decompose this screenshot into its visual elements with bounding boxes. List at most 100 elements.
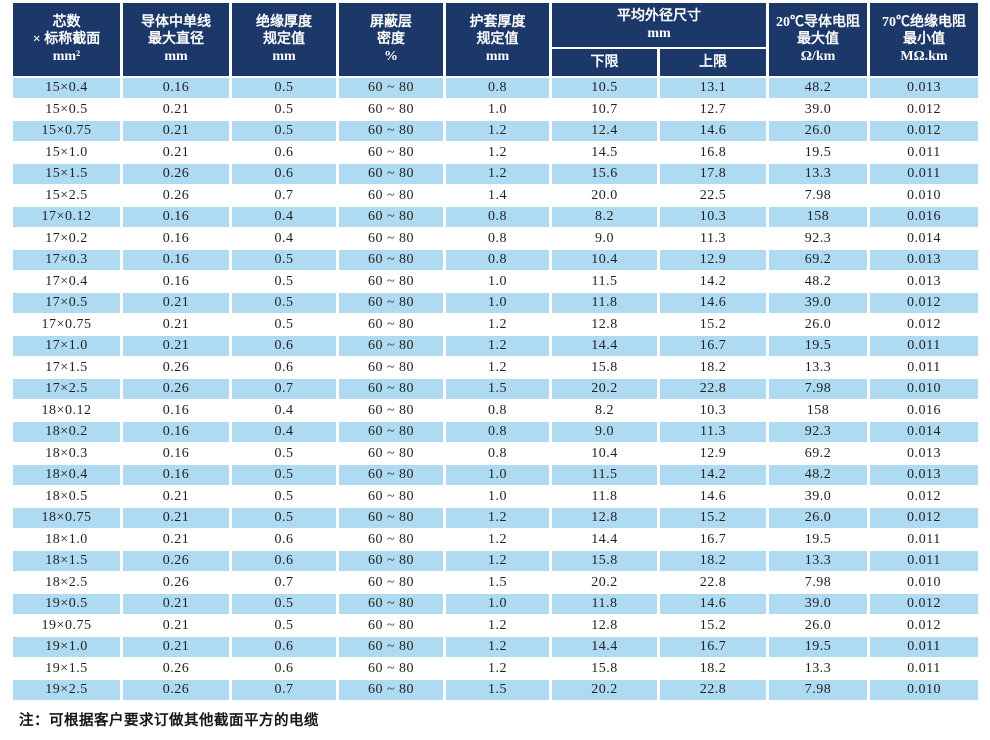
value-cell: 1.0 (446, 293, 549, 313)
value-cell: 0.5 (232, 78, 336, 98)
value-cell: 92.3 (769, 228, 867, 248)
value-cell: 20.0 (552, 185, 657, 205)
spec-size-cell: 19×1.0 (13, 637, 120, 657)
value-cell: 0.7 (232, 572, 336, 592)
col-header-core-count-section: 芯数 × 标称截面 mm² (13, 3, 120, 76)
table-row: 18×1.5 0.26 0.6 60 ~ 80 1.2 15.8 18.2 13.3 0.011 (13, 551, 978, 571)
value-cell: 60 ~ 80 (339, 185, 443, 205)
value-cell: 60 ~ 80 (339, 529, 443, 549)
value-cell: 0.8 (446, 250, 549, 270)
table-row: 15×0.75 0.21 0.5 60 ~ 80 1.2 12.4 14.6 26.0 0.01… (13, 121, 978, 141)
value-cell: 0.16 (123, 78, 229, 98)
value-cell: 60 ~ 80 (339, 572, 443, 592)
value-cell: 18.2 (660, 551, 766, 571)
value-cell: 0.012 (870, 121, 978, 141)
value-cell: 0.26 (123, 551, 229, 571)
value-cell: 0.26 (123, 680, 229, 700)
value-cell: 0.8 (446, 400, 549, 420)
footnote: 注：可根据客户要求订做其他截面平方的电缆 (19, 712, 319, 729)
value-cell: 0.8 (446, 78, 549, 98)
value-cell: 10.7 (552, 99, 657, 119)
value-cell: 14.2 (660, 271, 766, 291)
table-row: 17×0.4 0.16 0.5 60 ~ 80 1.0 11.5 14.2 48.2 0.013 (13, 271, 978, 291)
value-cell: 10.4 (552, 250, 657, 270)
value-cell: 20.2 (552, 572, 657, 592)
value-cell: 11.5 (552, 465, 657, 485)
value-cell: 0.014 (870, 228, 978, 248)
value-cell: 26.0 (769, 121, 867, 141)
value-cell: 14.4 (552, 529, 657, 549)
cable-spec-table: 芯数 × 标称截面 mm² 导体中单线 最大直径 mm 绝缘厚度 规定值 mm … (10, 1, 981, 702)
value-cell: 1.5 (446, 572, 549, 592)
value-cell: 0.014 (870, 422, 978, 442)
value-cell: 13.3 (769, 164, 867, 184)
value-cell: 26.0 (769, 508, 867, 528)
value-cell: 1.0 (446, 99, 549, 119)
value-cell: 12.7 (660, 99, 766, 119)
value-cell: 0.8 (446, 228, 549, 248)
value-cell: 22.8 (660, 379, 766, 399)
spec-size-cell: 19×0.75 (13, 615, 120, 635)
table-row: 18×0.12 0.16 0.4 60 ~ 80 0.8 8.2 10.3 158 0.016 (13, 400, 978, 420)
value-cell: 48.2 (769, 271, 867, 291)
spec-size-cell: 18×0.4 (13, 465, 120, 485)
value-cell: 60 ~ 80 (339, 164, 443, 184)
value-cell: 1.2 (446, 314, 549, 334)
value-cell: 14.6 (660, 293, 766, 313)
value-cell: 60 ~ 80 (339, 658, 443, 678)
spec-size-cell: 18×2.5 (13, 572, 120, 592)
value-cell: 11.8 (552, 594, 657, 614)
value-cell: 0.4 (232, 207, 336, 227)
spec-size-cell: 17×0.3 (13, 250, 120, 270)
table-row: 19×1.0 0.21 0.6 60 ~ 80 1.2 14.4 16.7 19.5 0.011 (13, 637, 978, 657)
table-row: 18×0.3 0.16 0.5 60 ~ 80 0.8 10.4 12.9 69.2 0.013 (13, 443, 978, 463)
table-row: 19×2.5 0.26 0.7 60 ~ 80 1.5 20.2 22.8 7.98 0.010 (13, 680, 978, 700)
value-cell: 16.7 (660, 529, 766, 549)
value-cell: 1.2 (446, 615, 549, 635)
value-cell: 0.010 (870, 185, 978, 205)
value-cell: 60 ~ 80 (339, 293, 443, 313)
value-cell: 15.2 (660, 314, 766, 334)
table-row: 18×2.5 0.26 0.7 60 ~ 80 1.5 20.2 22.8 7.98 0.010 (13, 572, 978, 592)
value-cell: 60 ~ 80 (339, 594, 443, 614)
value-cell: 0.6 (232, 336, 336, 356)
spec-size-cell: 15×0.75 (13, 121, 120, 141)
value-cell: 0.21 (123, 594, 229, 614)
value-cell: 60 ~ 80 (339, 271, 443, 291)
value-cell: 60 ~ 80 (339, 400, 443, 420)
value-cell: 0.26 (123, 572, 229, 592)
value-cell: 15.2 (660, 508, 766, 528)
value-cell: 0.012 (870, 486, 978, 506)
value-cell: 14.5 (552, 142, 657, 162)
value-cell: 0.21 (123, 121, 229, 141)
value-cell: 9.0 (552, 422, 657, 442)
table-row: 17×1.5 0.26 0.6 60 ~ 80 1.2 15.8 18.2 13.3 0.011 (13, 357, 978, 377)
value-cell: 16.7 (660, 637, 766, 657)
spec-size-cell: 15×0.4 (13, 78, 120, 98)
value-cell: 0.16 (123, 271, 229, 291)
value-cell: 60 ~ 80 (339, 637, 443, 657)
value-cell: 0.8 (446, 443, 549, 463)
table-row: 19×0.5 0.21 0.5 60 ~ 80 1.0 11.8 14.6 39.0 0.012 (13, 594, 978, 614)
value-cell: 0.6 (232, 658, 336, 678)
value-cell: 0.013 (870, 465, 978, 485)
spec-size-cell: 17×0.2 (13, 228, 120, 248)
value-cell: 12.8 (552, 508, 657, 528)
value-cell: 60 ~ 80 (339, 250, 443, 270)
table-row: 17×0.3 0.16 0.5 60 ~ 80 0.8 10.4 12.9 69.2 0.013 (13, 250, 978, 270)
value-cell: 20.2 (552, 680, 657, 700)
value-cell: 0.21 (123, 486, 229, 506)
value-cell: 69.2 (769, 443, 867, 463)
table-row: 18×0.4 0.16 0.5 60 ~ 80 1.0 11.5 14.2 48.2 0.013 (13, 465, 978, 485)
spec-size-cell: 17×2.5 (13, 379, 120, 399)
value-cell: 8.2 (552, 400, 657, 420)
value-cell: 11.8 (552, 486, 657, 506)
table-row: 15×2.5 0.26 0.7 60 ~ 80 1.4 20.0 22.5 7.98 0.010 (13, 185, 978, 205)
value-cell: 0.4 (232, 400, 336, 420)
value-cell: 60 ~ 80 (339, 486, 443, 506)
value-cell: 0.013 (870, 271, 978, 291)
value-cell: 158 (769, 400, 867, 420)
value-cell: 0.21 (123, 142, 229, 162)
value-cell: 1.2 (446, 121, 549, 141)
table-row: 18×0.75 0.21 0.5 60 ~ 80 1.2 12.8 15.2 26.0 0.01… (13, 508, 978, 528)
